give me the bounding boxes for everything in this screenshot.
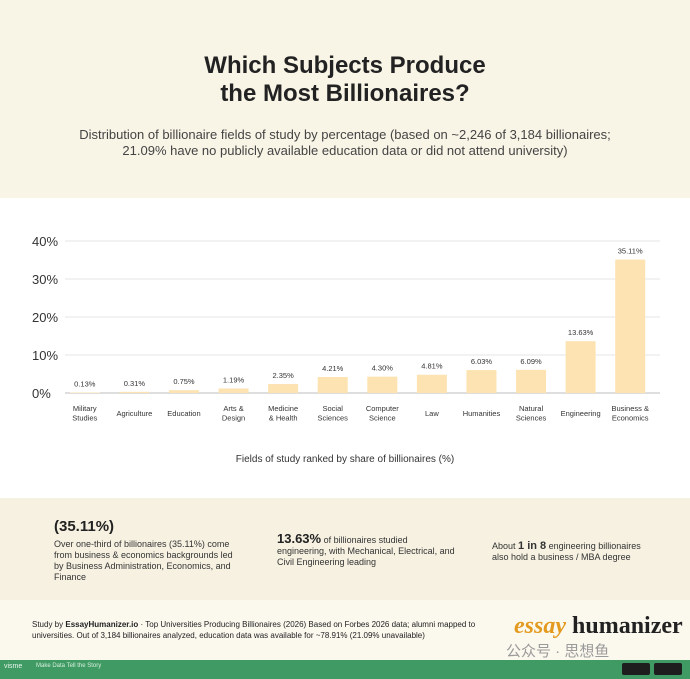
header-panel	[0, 0, 690, 198]
page-title-line2: the Most Billionaires?	[220, 80, 470, 107]
stat2-rest: of billionaires studied	[321, 535, 408, 545]
stat3-pre: About	[492, 541, 519, 551]
brand-logo-humanizer: humanizer	[572, 613, 683, 639]
stat2-line: Civil Engineering leading	[277, 557, 377, 567]
page-subtitle: Distribution of billionaire fields of st…	[79, 127, 611, 158]
stat2-text: 13.63% of billionaires studied engineeri…	[277, 531, 477, 568]
stat1-headline: (35.11%)	[54, 518, 115, 535]
footer-study-prefix: Study by	[32, 620, 66, 629]
google-play-button[interactable]	[654, 663, 682, 675]
x-tick-label: Law	[425, 409, 439, 418]
x-tick-label: Agriculture	[116, 409, 152, 418]
x-tick-label: & Health	[269, 414, 298, 423]
y-tick-label: 20%	[32, 310, 58, 325]
bar	[268, 384, 299, 393]
stat3-text: About 1 in 8 engineering billionaires al…	[492, 541, 672, 563]
stats-panel	[0, 498, 690, 600]
x-tick-label: Economics	[612, 414, 649, 423]
y-tick-label: 10%	[32, 348, 58, 363]
x-tick-label: Design	[222, 414, 245, 423]
value-label: 0.75%	[173, 377, 195, 386]
bar	[466, 370, 497, 393]
stat2-headline: 13.63%	[277, 531, 322, 546]
bar	[367, 376, 398, 393]
bar	[565, 341, 596, 393]
bar	[416, 374, 447, 393]
value-label: 13.63%	[568, 328, 594, 337]
x-tick-label: Natural	[519, 404, 544, 413]
x-tick-label: Engineering	[561, 409, 601, 418]
x-tick-label: Computer	[366, 404, 399, 413]
footer-line1-rest: · Top Universities Producing Billionaire…	[138, 620, 476, 629]
value-label: 6.09%	[520, 357, 542, 366]
x-tick-label: Sciences	[317, 414, 348, 423]
footer-line1: Study by EssayHumanizer.io · Top Univers…	[32, 619, 482, 630]
y-tick-label: 0%	[32, 386, 51, 401]
x-tick-label: Science	[369, 414, 396, 423]
footer-line2: universities. Out of 3,184 billionaires …	[32, 631, 425, 640]
bar	[615, 259, 646, 393]
stat2-line1: 13.63% of billionaires studied	[277, 531, 477, 546]
x-tick-label: Social	[322, 404, 343, 413]
bar	[516, 369, 547, 393]
bar	[168, 390, 199, 393]
visme-logo[interactable]: visme	[4, 663, 23, 670]
visme-tagline: Make Data Tell the Story	[36, 663, 102, 669]
wechat-watermark: 公众号 · 思想鱼	[506, 643, 610, 660]
value-label: 4.21%	[322, 364, 344, 373]
x-axis-title: Fields of study ranked by share of billi…	[235, 454, 455, 465]
x-tick-label: Education	[167, 409, 200, 418]
x-tick-label: Military	[73, 404, 97, 413]
x-tick-label: Arts &	[223, 404, 243, 413]
value-label: 4.30%	[372, 364, 394, 373]
app-store-button[interactable]	[622, 663, 650, 675]
value-label: 0.31%	[124, 379, 146, 388]
x-tick-label: Medicine	[268, 404, 298, 413]
stat1-text: Over one-third of billionaires (35.11%) …	[54, 539, 274, 583]
value-label: 35.11%	[618, 247, 643, 256]
bar	[317, 377, 348, 393]
x-tick-label: Sciences	[516, 414, 547, 423]
stat2-line: engineering, with Mechanical, Electrical…	[277, 546, 455, 556]
x-tick-label: Business &	[611, 404, 649, 413]
stat3-post: engineering billionaires	[546, 541, 641, 551]
x-tick-label: Humanities	[463, 409, 501, 418]
footer-source-note: Study by EssayHumanizer.io · Top Univers…	[32, 619, 482, 641]
stat3-line1: About 1 in 8 engineering billionaires	[492, 541, 672, 552]
stat3-line2: also hold a business / MBA degree	[492, 552, 631, 562]
stat1-line: by Business Administration, Economics, a…	[54, 561, 231, 571]
brand-logo-essay: essay	[514, 613, 566, 639]
bar	[218, 388, 249, 393]
y-tick-label: 40%	[32, 234, 58, 249]
bar	[119, 391, 150, 393]
x-tick-label: Studies	[72, 414, 97, 423]
value-label: 2.35%	[272, 371, 294, 380]
value-label: 4.81%	[421, 362, 443, 371]
value-label: 0.13%	[74, 380, 96, 389]
stat1-line: Over one-third of billionaires (35.11%) …	[54, 539, 230, 549]
value-label: 6.03%	[471, 357, 493, 366]
bottom-bar	[0, 660, 690, 679]
stat1-line: from business & economics backgrounds le…	[54, 550, 233, 560]
page-title-line1: Which Subjects Produce	[204, 52, 486, 79]
value-label: 1.19%	[223, 375, 245, 384]
y-tick-label: 30%	[32, 272, 58, 287]
stat3-bold: 1 in 8	[518, 540, 547, 552]
stat1-line: Finance	[54, 572, 87, 582]
footer-brand-link[interactable]: EssayHumanizer.io	[65, 620, 139, 629]
